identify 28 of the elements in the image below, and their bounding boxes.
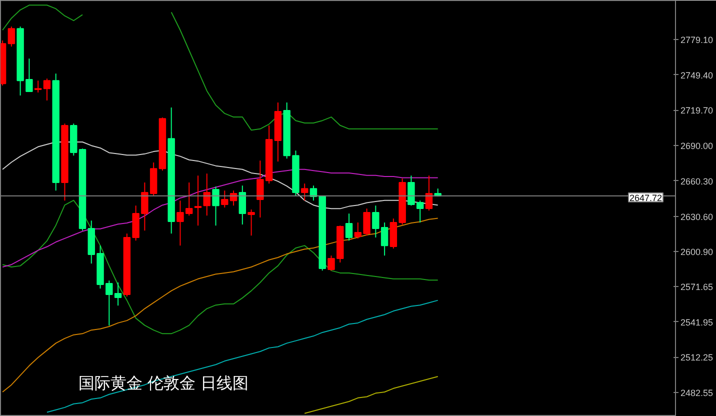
line-series	[304, 376, 438, 414]
y-tick-label: 2482.55	[680, 388, 714, 398]
candlestick	[425, 175, 433, 212]
y-tick-label: 2749.40	[680, 70, 714, 80]
y-tick-label: 2719.70	[680, 106, 714, 116]
line-series	[2, 168, 438, 268]
line-series	[46, 300, 438, 413]
y-tick-label: 2779.10	[680, 35, 714, 46]
candlestick	[34, 80, 42, 94]
y-tick-label: 2541.95	[680, 317, 714, 328]
candlestick	[212, 186, 220, 226]
y-tick-label: 2512.25	[680, 352, 714, 363]
candlestick	[248, 209, 255, 236]
candlestick	[300, 183, 308, 202]
line-series	[2, 200, 438, 334]
y-tick-label: 2660.30	[680, 176, 714, 186]
y-tick-label: 2571.65	[680, 282, 714, 292]
y-tick-label: 2600.90	[680, 247, 714, 258]
candlestick	[345, 213, 353, 242]
candlestick	[194, 175, 202, 226]
candlestick	[43, 78, 51, 101]
candlestick	[8, 26, 16, 48]
y-tick-label: 2630.60	[680, 212, 714, 222]
candlestick	[238, 185, 246, 226]
ref-line-label: 2647.72	[630, 192, 662, 203]
line-series	[2, 142, 438, 210]
y-tick-label: 2690.00	[680, 141, 714, 152]
candlestick	[203, 173, 210, 216]
